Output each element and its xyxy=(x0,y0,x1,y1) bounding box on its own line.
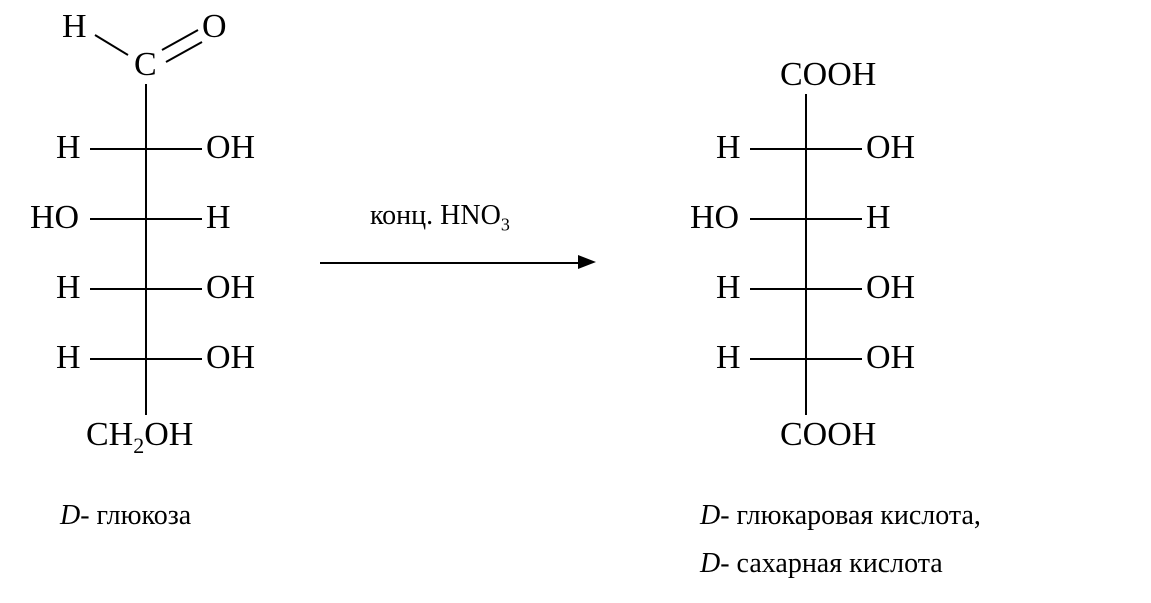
p-r1-left: H xyxy=(716,131,741,165)
r3-left: H xyxy=(56,271,81,305)
product-caption-1: D- глюкаровая кислота, xyxy=(700,500,981,532)
p-r4-left: H xyxy=(716,341,741,375)
bond-r4-right xyxy=(147,358,202,360)
bond-r1-left xyxy=(90,148,145,150)
bond-v-bottom xyxy=(145,375,147,415)
reaction-arrow-head xyxy=(578,255,596,269)
p-bond-r4-left xyxy=(750,358,805,360)
product-caption2-text: - сахарная кислота xyxy=(720,548,943,579)
reactant-caption-text: - глюкоза xyxy=(80,500,191,531)
r1-right: OH xyxy=(206,131,255,165)
r4-left: H xyxy=(56,341,81,375)
bond-r3-right xyxy=(147,288,202,290)
r3-right: OH xyxy=(206,271,255,305)
product-backbone xyxy=(805,131,807,375)
ch2oh-sub: 2 xyxy=(133,433,144,458)
bond-r2-left xyxy=(90,218,145,220)
p-bond-v-top xyxy=(805,94,807,131)
bond-r1-right xyxy=(147,148,202,150)
ch2oh-post: OH xyxy=(144,416,193,453)
p-r3-left: H xyxy=(716,271,741,305)
bond-hc xyxy=(0,0,300,120)
product-caption-2: D- сахарная кислота xyxy=(700,548,943,580)
p-r2-right: H xyxy=(866,201,891,235)
p-bond-v-bottom xyxy=(805,375,807,415)
p-r3-right: OH xyxy=(866,271,915,305)
reagent-pre: конц. HNO xyxy=(370,200,501,231)
product-top-group: COOH xyxy=(780,58,876,92)
r2-left: HO xyxy=(30,201,79,235)
product-caption1-text: - глюкаровая кислота, xyxy=(720,500,981,531)
reagent-sub: 3 xyxy=(501,215,510,235)
product-caption1-d: D xyxy=(700,500,720,531)
bond-r4-left xyxy=(90,358,145,360)
bond-r2-right xyxy=(147,218,202,220)
p-r2-left: HO xyxy=(690,201,739,235)
r4-right: OH xyxy=(206,341,255,375)
reaction-arrow-line xyxy=(320,262,580,264)
r2-right: H xyxy=(206,201,231,235)
product-bottom-group: COOH xyxy=(780,418,876,452)
ch2oh-pre: CH xyxy=(86,416,133,453)
p-r1-right: OH xyxy=(866,131,915,165)
reaction-diagram: C H O H OH HO H H OH H OH xyxy=(0,0,1151,603)
reactant-caption-d: D xyxy=(60,500,80,531)
reactant-backbone xyxy=(145,131,147,375)
p-bond-r1-right xyxy=(807,148,862,150)
p-bond-r3-left xyxy=(750,288,805,290)
p-bond-r2-right xyxy=(807,218,862,220)
p-bond-r1-left xyxy=(750,148,805,150)
p-r4-right: OH xyxy=(866,341,915,375)
p-bond-r2-left xyxy=(750,218,805,220)
bond-v-top xyxy=(145,84,147,131)
bond-r3-left xyxy=(90,288,145,290)
reactant-bottom-group: CH2OH xyxy=(86,418,193,452)
p-bond-r4-right xyxy=(807,358,862,360)
reagent-label: конц. HNO3 xyxy=(370,200,510,232)
p-bond-r3-right xyxy=(807,288,862,290)
product-caption2-d: D xyxy=(700,548,720,579)
r1-left: H xyxy=(56,131,81,165)
reactant-caption: D- глюкоза xyxy=(60,500,191,532)
